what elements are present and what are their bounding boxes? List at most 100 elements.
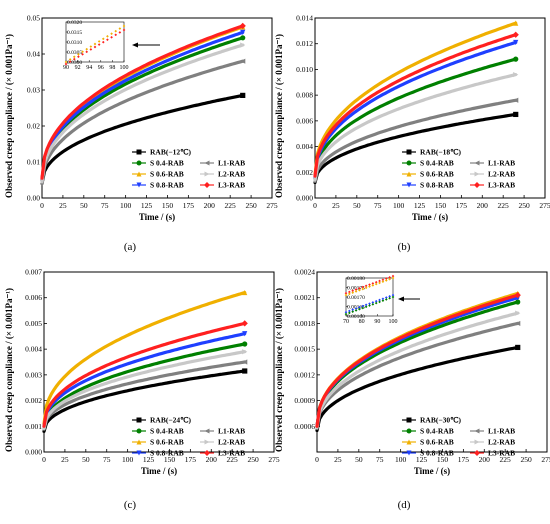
inset-point [364, 284, 368, 288]
legend-label: L1-RAB [488, 427, 515, 436]
series-end-marker-5 [240, 58, 246, 64]
series-line-5 [313, 98, 518, 183]
inset-point [118, 27, 122, 30]
inset-point [351, 289, 355, 293]
series-line-5 [40, 59, 245, 186]
x-tick-label: 225 [227, 455, 239, 464]
x-tick-label: 200 [204, 201, 216, 210]
inset-point [354, 290, 358, 293]
panel-label: (b) [398, 241, 411, 253]
series-end-marker-1 [240, 92, 246, 98]
inset-point [378, 279, 381, 283]
series-line-7 [313, 33, 518, 178]
y-tick-label: 0.012 [296, 39, 313, 48]
series-end-marker-2 [513, 56, 519, 62]
inset-point [106, 34, 109, 38]
annotation-arrowhead [132, 42, 138, 48]
series-end-marker-5 [515, 320, 521, 327]
x-tick-label: 150 [164, 455, 176, 464]
plot-frame [43, 271, 275, 453]
inset-point [348, 309, 351, 313]
legend: RAB(−18℃) S 0.4-RAB S 0.6-RAB S 0.8-RAB L1-R… [402, 148, 515, 190]
inset-point [391, 276, 395, 280]
series-end-marker-6 [513, 71, 519, 78]
x-tick-label: 175 [185, 455, 197, 464]
x-tick-label: 0 [40, 201, 44, 210]
inset-point [122, 28, 126, 32]
y-tick-label: 0.00 [27, 194, 40, 203]
x-tick-label: 150 [437, 455, 449, 464]
y-tick-label: 0.007 [25, 268, 42, 277]
inset-point [348, 290, 351, 294]
y-tick-label: 0.000 [296, 194, 313, 203]
inset-point [384, 279, 388, 282]
inset-point [391, 293, 395, 297]
inset-point [358, 305, 361, 309]
y-tick-label: 0.0021 [294, 293, 315, 302]
x-tick-label: 200 [477, 201, 489, 210]
x-tick-label: 50 [353, 201, 361, 210]
y-tick-label: 0.0006 [294, 422, 315, 431]
series-line-7 [315, 293, 520, 428]
inset: 90 92 94 96 98 100 0.0300 0.0305 0.0310 0.0315 0.0… [63, 20, 160, 71]
y-tick-label: 0.001 [25, 422, 42, 431]
legend-marker [204, 171, 210, 177]
chart-panel-3: 0 25 50 75 100 125 150 175 200 225 250 275 0.000 0.00… [4, 268, 280, 512]
series-line-1 [315, 345, 520, 433]
y-tick-label: 0.02 [27, 122, 40, 131]
inset-point [374, 280, 378, 284]
inset-point [381, 280, 385, 283]
series-end-marker-4 [513, 39, 519, 46]
series-end-marker-2 [515, 299, 521, 305]
inset-point [364, 303, 368, 307]
x-tick-label: 125 [143, 455, 155, 464]
legend-marker [406, 149, 412, 155]
inset-point [89, 48, 93, 51]
x-axis-label: Time / (s) [414, 466, 450, 476]
x-tick-label: 225 [500, 455, 512, 464]
legend-marker [406, 428, 412, 434]
legend-label: L1-RAB [218, 159, 245, 168]
x-tick-label: 250 [520, 455, 532, 464]
inset-point [97, 43, 101, 46]
inset-x-tick-label: 92 [75, 65, 81, 71]
legend-label: S 0.4-RAB [420, 427, 454, 436]
legend-marker [204, 182, 210, 188]
series-end-marker-2 [242, 341, 248, 347]
series-line-5 [315, 321, 520, 430]
inset-point [361, 306, 365, 310]
y-tick-label: 0.002 [296, 168, 313, 177]
x-tick-label: 150 [162, 201, 174, 210]
series-end-marker-4 [242, 331, 248, 337]
inset-point [378, 281, 381, 285]
x-tick-label: 25 [61, 455, 69, 464]
x-tick-label: 175 [183, 201, 195, 210]
inset-point [77, 52, 80, 56]
inset-point [68, 60, 72, 63]
inset-point [114, 33, 118, 37]
inset-point [77, 55, 80, 59]
legend-marker [136, 149, 142, 155]
series-end-marker-1 [515, 344, 521, 351]
legend-label: S 0.8-RAB [420, 181, 454, 190]
legend: RAB(−24℃) S 0.4-RAB S 0.6-RAB S 0.8-RAB L1-R… [132, 416, 245, 458]
inset-y-tick-label: 0.0300 [67, 60, 82, 66]
x-tick-label: 275 [541, 455, 550, 464]
series-line-2 [313, 57, 518, 181]
series-line-6 [313, 72, 518, 182]
inset-point [64, 62, 68, 66]
inset-point [388, 277, 391, 281]
inset-point [358, 307, 361, 311]
y-tick-label: 0.03 [27, 86, 40, 95]
legend-marker [204, 439, 210, 445]
legend-label: S 0.6-RAB [150, 438, 184, 447]
inset-point [114, 29, 118, 33]
x-tick-label: 250 [245, 201, 257, 210]
legend-marker [136, 428, 142, 434]
legend-marker [136, 417, 142, 423]
inset-x-tick-label: 98 [109, 65, 115, 71]
inset-point [101, 37, 105, 41]
series-line-6 [40, 43, 245, 184]
series-line-2 [40, 36, 245, 182]
inset-y-tick-label: 0.00160 [347, 314, 365, 320]
